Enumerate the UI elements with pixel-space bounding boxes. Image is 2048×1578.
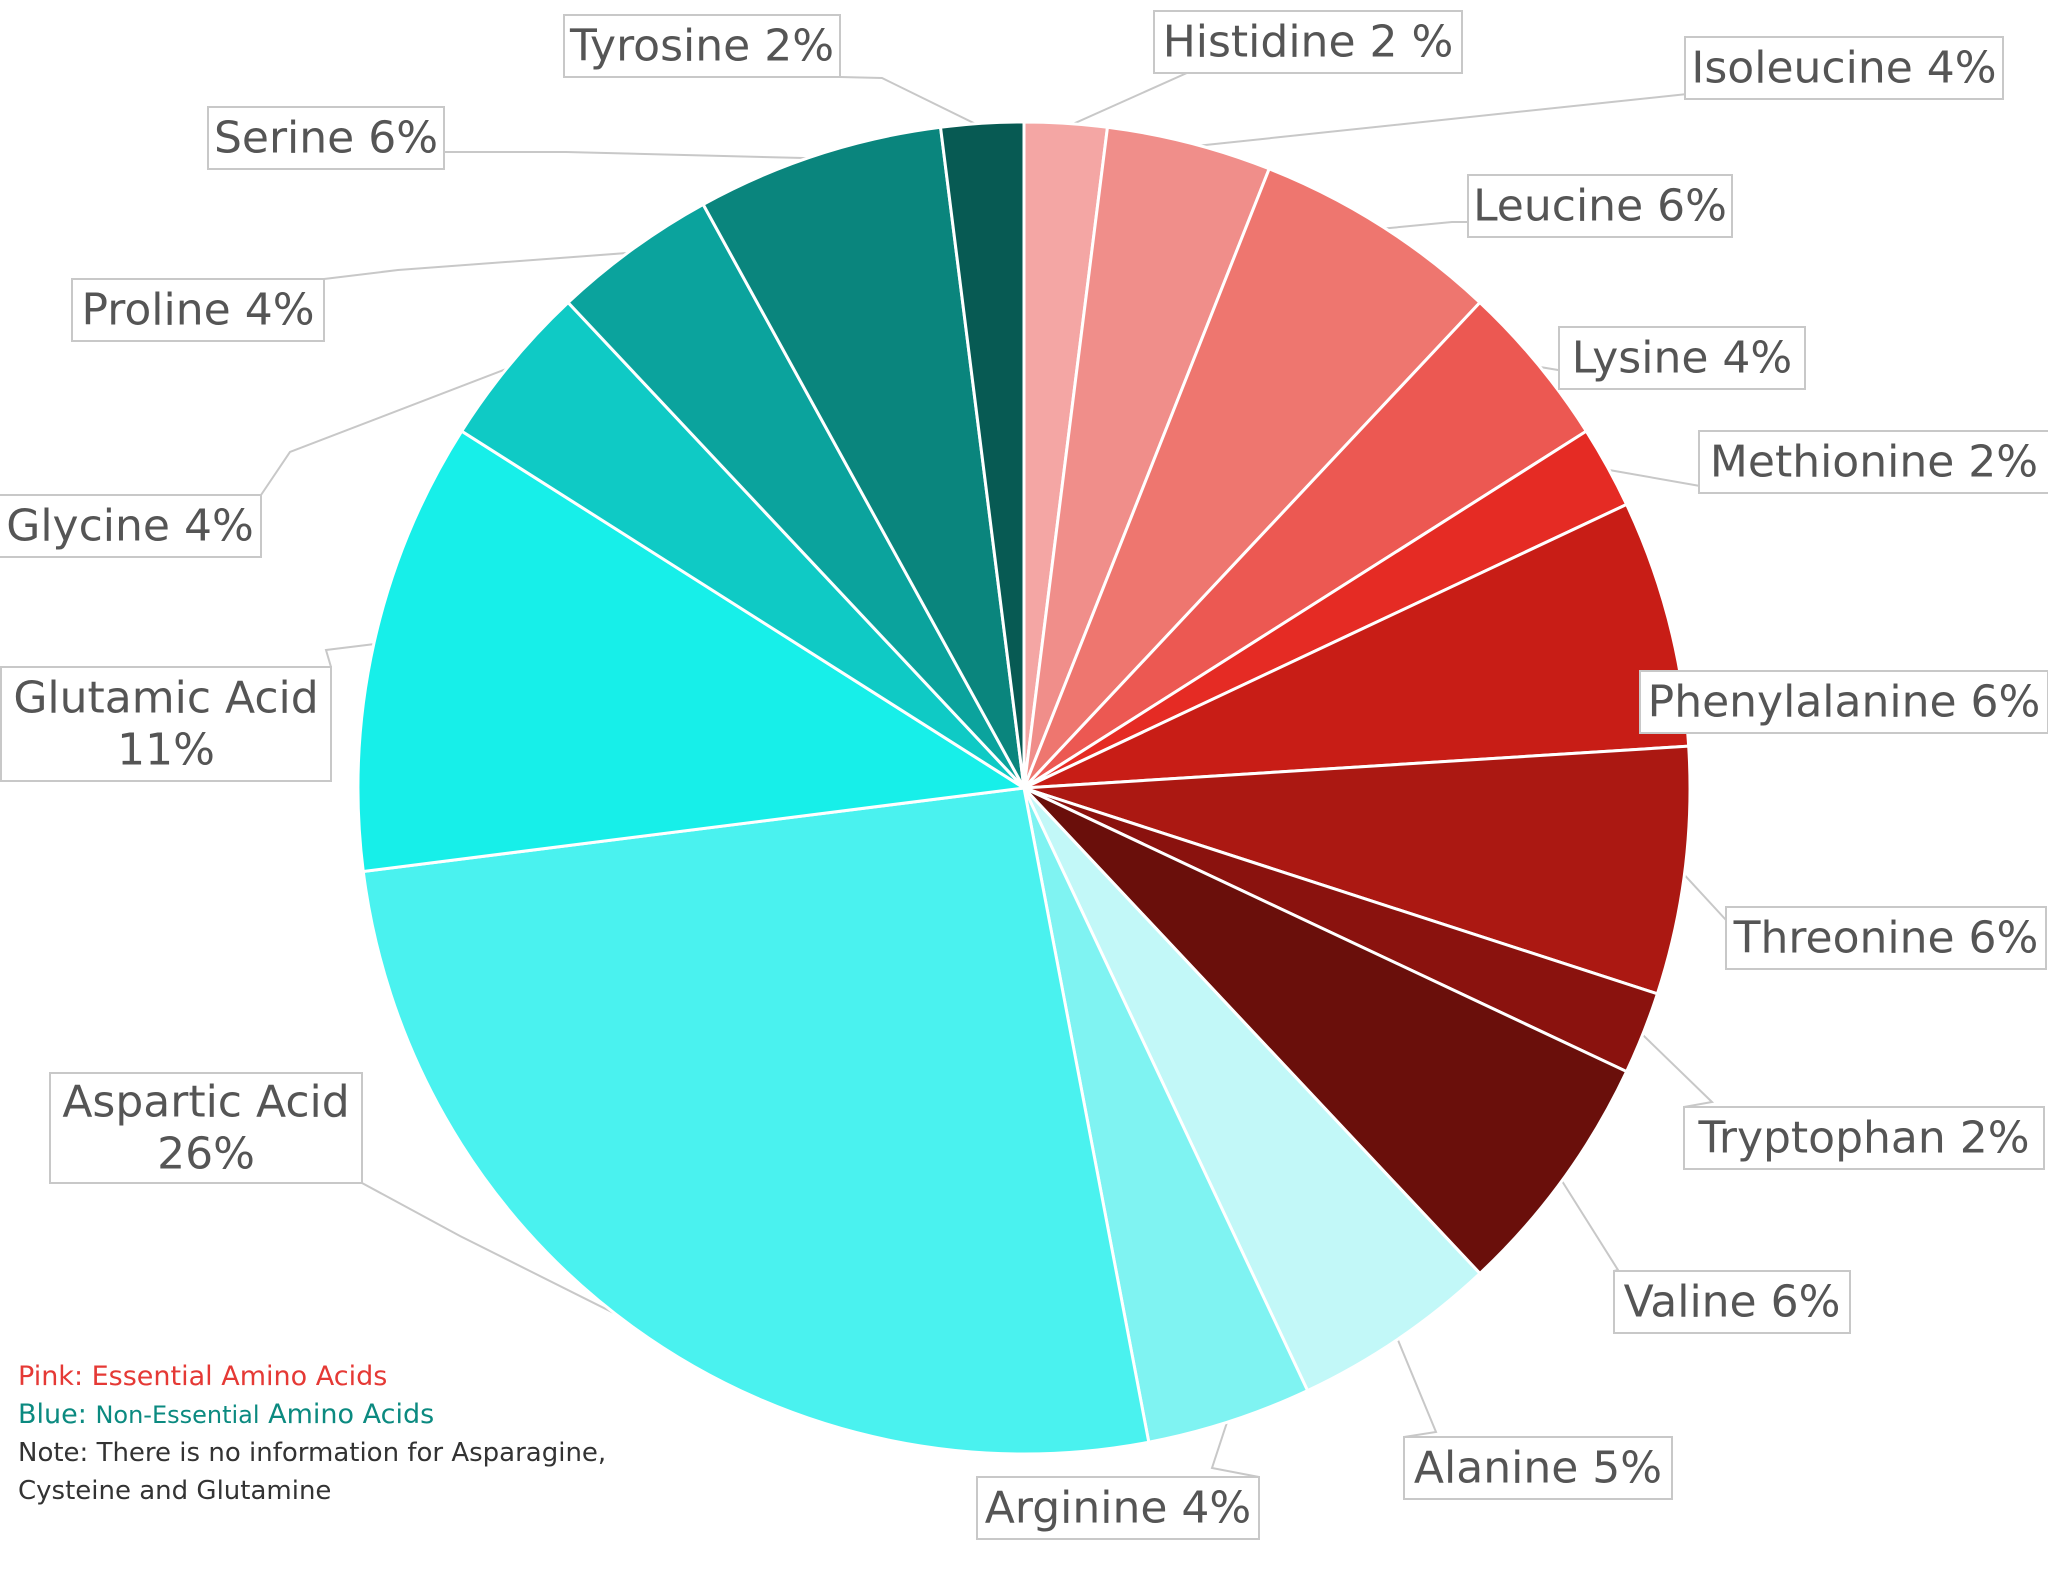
leader-line-11: [361, 1182, 636, 1325]
label-box-7: [1683, 1106, 2045, 1170]
slice-label-16-line-0: Tyrosine 2%: [569, 21, 834, 72]
slice-label-9-line-0: Alanine 5%: [1414, 1443, 1662, 1494]
missing-data-note-line-2: Cysteine and Glutamine: [18, 1476, 332, 1506]
slice-label-2-line-0: Leucine 6%: [1473, 181, 1727, 232]
slice-label-15-line-0: Serine 6%: [214, 113, 438, 164]
label-box-13: [0, 494, 262, 558]
slice-label-4-line-0: Methionine 2%: [1710, 437, 2038, 488]
essential-legend: Pink: Essential Amino Acids: [18, 1361, 388, 1392]
slice-label-12-line-0: Glutamic Acid: [13, 673, 318, 724]
leader-line-4: [1603, 468, 1701, 487]
pie-slice-15: [701, 125, 1026, 789]
slice-label-12-line-1: 11%: [117, 725, 215, 776]
label-box-6: [1725, 906, 2047, 970]
pie-slice-12: [356, 429, 1029, 874]
slice-label-5-line-0: Phenylalanine 6%: [1648, 677, 2041, 728]
slice-labels: Histidine 2 % Isoleucine 4% Leucine 6% Lysi…: [0, 10, 2048, 1540]
leader-line-7: [1638, 1030, 1715, 1108]
label-box-0: [1153, 10, 1463, 74]
pie-slice-6: [1023, 744, 1692, 996]
slice-label-14-line-0: Proline 4%: [82, 285, 315, 336]
legend-notes: Pink: Essential Amino Acids Blue: Non-Es…: [18, 1358, 606, 1510]
leader-line-1: [1188, 91, 1707, 148]
pie-slice-8: [1022, 786, 1629, 1276]
leader-line-6: [1680, 870, 1727, 921]
slice-label-3-line-0: Lysine 4%: [1572, 333, 1792, 384]
leader-line-13: [260, 365, 515, 496]
leader-line-16: [839, 76, 983, 129]
pie-slice-9: [1022, 786, 1483, 1393]
label-box-1: [1684, 36, 2004, 100]
label-box-14: [71, 278, 325, 342]
non-essential-legend: Blue: Non-Essential Amino Acids: [18, 1399, 435, 1430]
label-box-3: [1558, 326, 1806, 390]
pie-slice-11: [361, 786, 1151, 1456]
label-box-11: [49, 1072, 363, 1184]
slice-label-13-line-0: Glycine 4%: [6, 501, 254, 552]
label-box-12: [0, 666, 332, 782]
leader-line-15: [444, 151, 820, 160]
leader-line-8: [1558, 1176, 1620, 1272]
label-box-2: [1467, 174, 1733, 238]
slice-label-11-line-0: Aspartic Acid: [62, 1077, 349, 1128]
label-box-10: [976, 1476, 1260, 1540]
label-box-9: [1403, 1436, 1673, 1500]
slice-label-1-line-0: Isoleucine 4%: [1691, 43, 1996, 94]
leader-line-2: [1378, 221, 1468, 231]
label-box-16: [563, 14, 841, 78]
leader-line-12: [324, 642, 379, 668]
label-box-4: [1698, 430, 2048, 494]
pie-slice-2: [1022, 166, 1483, 790]
slice-label-10-line-0: Arginine 4%: [985, 1483, 1251, 1534]
slice-label-6-line-0: Threonine 6%: [1733, 913, 2039, 964]
leader-line-9: [1395, 1335, 1438, 1438]
slice-label-0-line-0: Histidine 2 %: [1163, 17, 1454, 68]
label-box-15: [207, 106, 445, 170]
slice-label-7-line-0: Tryptophan 2%: [1697, 1113, 2029, 1164]
slice-label-8-line-0: Valine 6%: [1624, 1277, 1841, 1328]
leader-line-0: [1065, 67, 1199, 129]
missing-data-note-line-1: Note: There is no information for Aspara…: [18, 1438, 607, 1468]
label-box-8: [1613, 1270, 1851, 1334]
label-box-5: [1639, 670, 2048, 734]
leader-line-14: [323, 251, 635, 280]
slice-label-11-line-1: 26%: [157, 1129, 255, 1180]
leader-line-10: [1210, 1417, 1260, 1478]
pie-slice-16: [938, 120, 1026, 789]
pie-slices: [356, 120, 1692, 1456]
